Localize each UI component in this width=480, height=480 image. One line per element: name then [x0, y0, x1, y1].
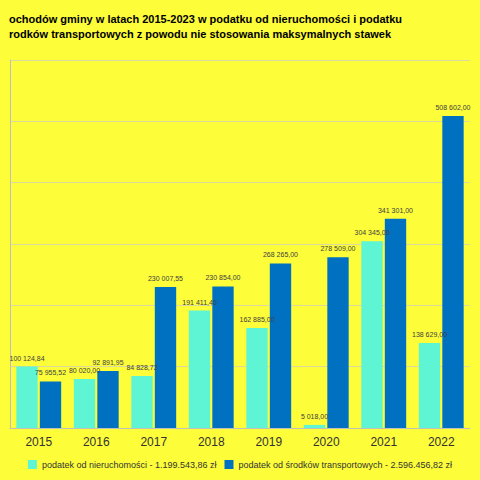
- svg-text:5 018,00: 5 018,00: [301, 413, 328, 420]
- svg-text:2017: 2017: [140, 435, 167, 449]
- svg-text:2022: 2022: [428, 435, 455, 449]
- svg-text:podatek od środków transportow: podatek od środków transportowych - 2.59…: [238, 460, 452, 470]
- svg-text:304 345,00: 304 345,00: [354, 229, 389, 236]
- svg-text:2021: 2021: [370, 435, 397, 449]
- svg-text:2015: 2015: [25, 435, 52, 449]
- svg-text:84 828,72: 84 828,72: [126, 364, 157, 371]
- svg-text:191 411,40: 191 411,40: [182, 299, 217, 306]
- svg-text:268 265,00: 268 265,00: [263, 251, 298, 258]
- svg-text:230 007,55: 230 007,55: [148, 275, 183, 282]
- svg-text:2016: 2016: [83, 435, 110, 449]
- svg-text:92 891,95: 92 891,95: [92, 359, 123, 366]
- svg-text:ochodów gminy w latach 2015-20: ochodów gminy w latach 2015-2023 w podat…: [9, 13, 402, 25]
- svg-text:341 301,00: 341 301,00: [378, 207, 413, 214]
- svg-text:75 955,52: 75 955,52: [35, 369, 66, 376]
- svg-text:80 020,00: 80 020,00: [69, 367, 100, 374]
- svg-text:100 124,84: 100 124,84: [9, 355, 44, 362]
- svg-text:508 602,00: 508 602,00: [435, 104, 470, 111]
- svg-text:2019: 2019: [255, 435, 282, 449]
- svg-text:162 885,00: 162 885,00: [239, 316, 274, 323]
- svg-text:138 629,00: 138 629,00: [412, 331, 447, 338]
- svg-text:podatek od nieruchomości - 1.1: podatek od nieruchomości - 1.199.543,86 …: [42, 460, 217, 470]
- svg-text:278 509,00: 278 509,00: [320, 245, 355, 252]
- svg-text:rodków transportowych z powodu: rodków transportowych z powodu nie stoso…: [9, 28, 392, 40]
- svg-text:2020: 2020: [313, 435, 340, 449]
- svg-text:2018: 2018: [198, 435, 225, 449]
- svg-text:230 854,00: 230 854,00: [205, 274, 240, 281]
